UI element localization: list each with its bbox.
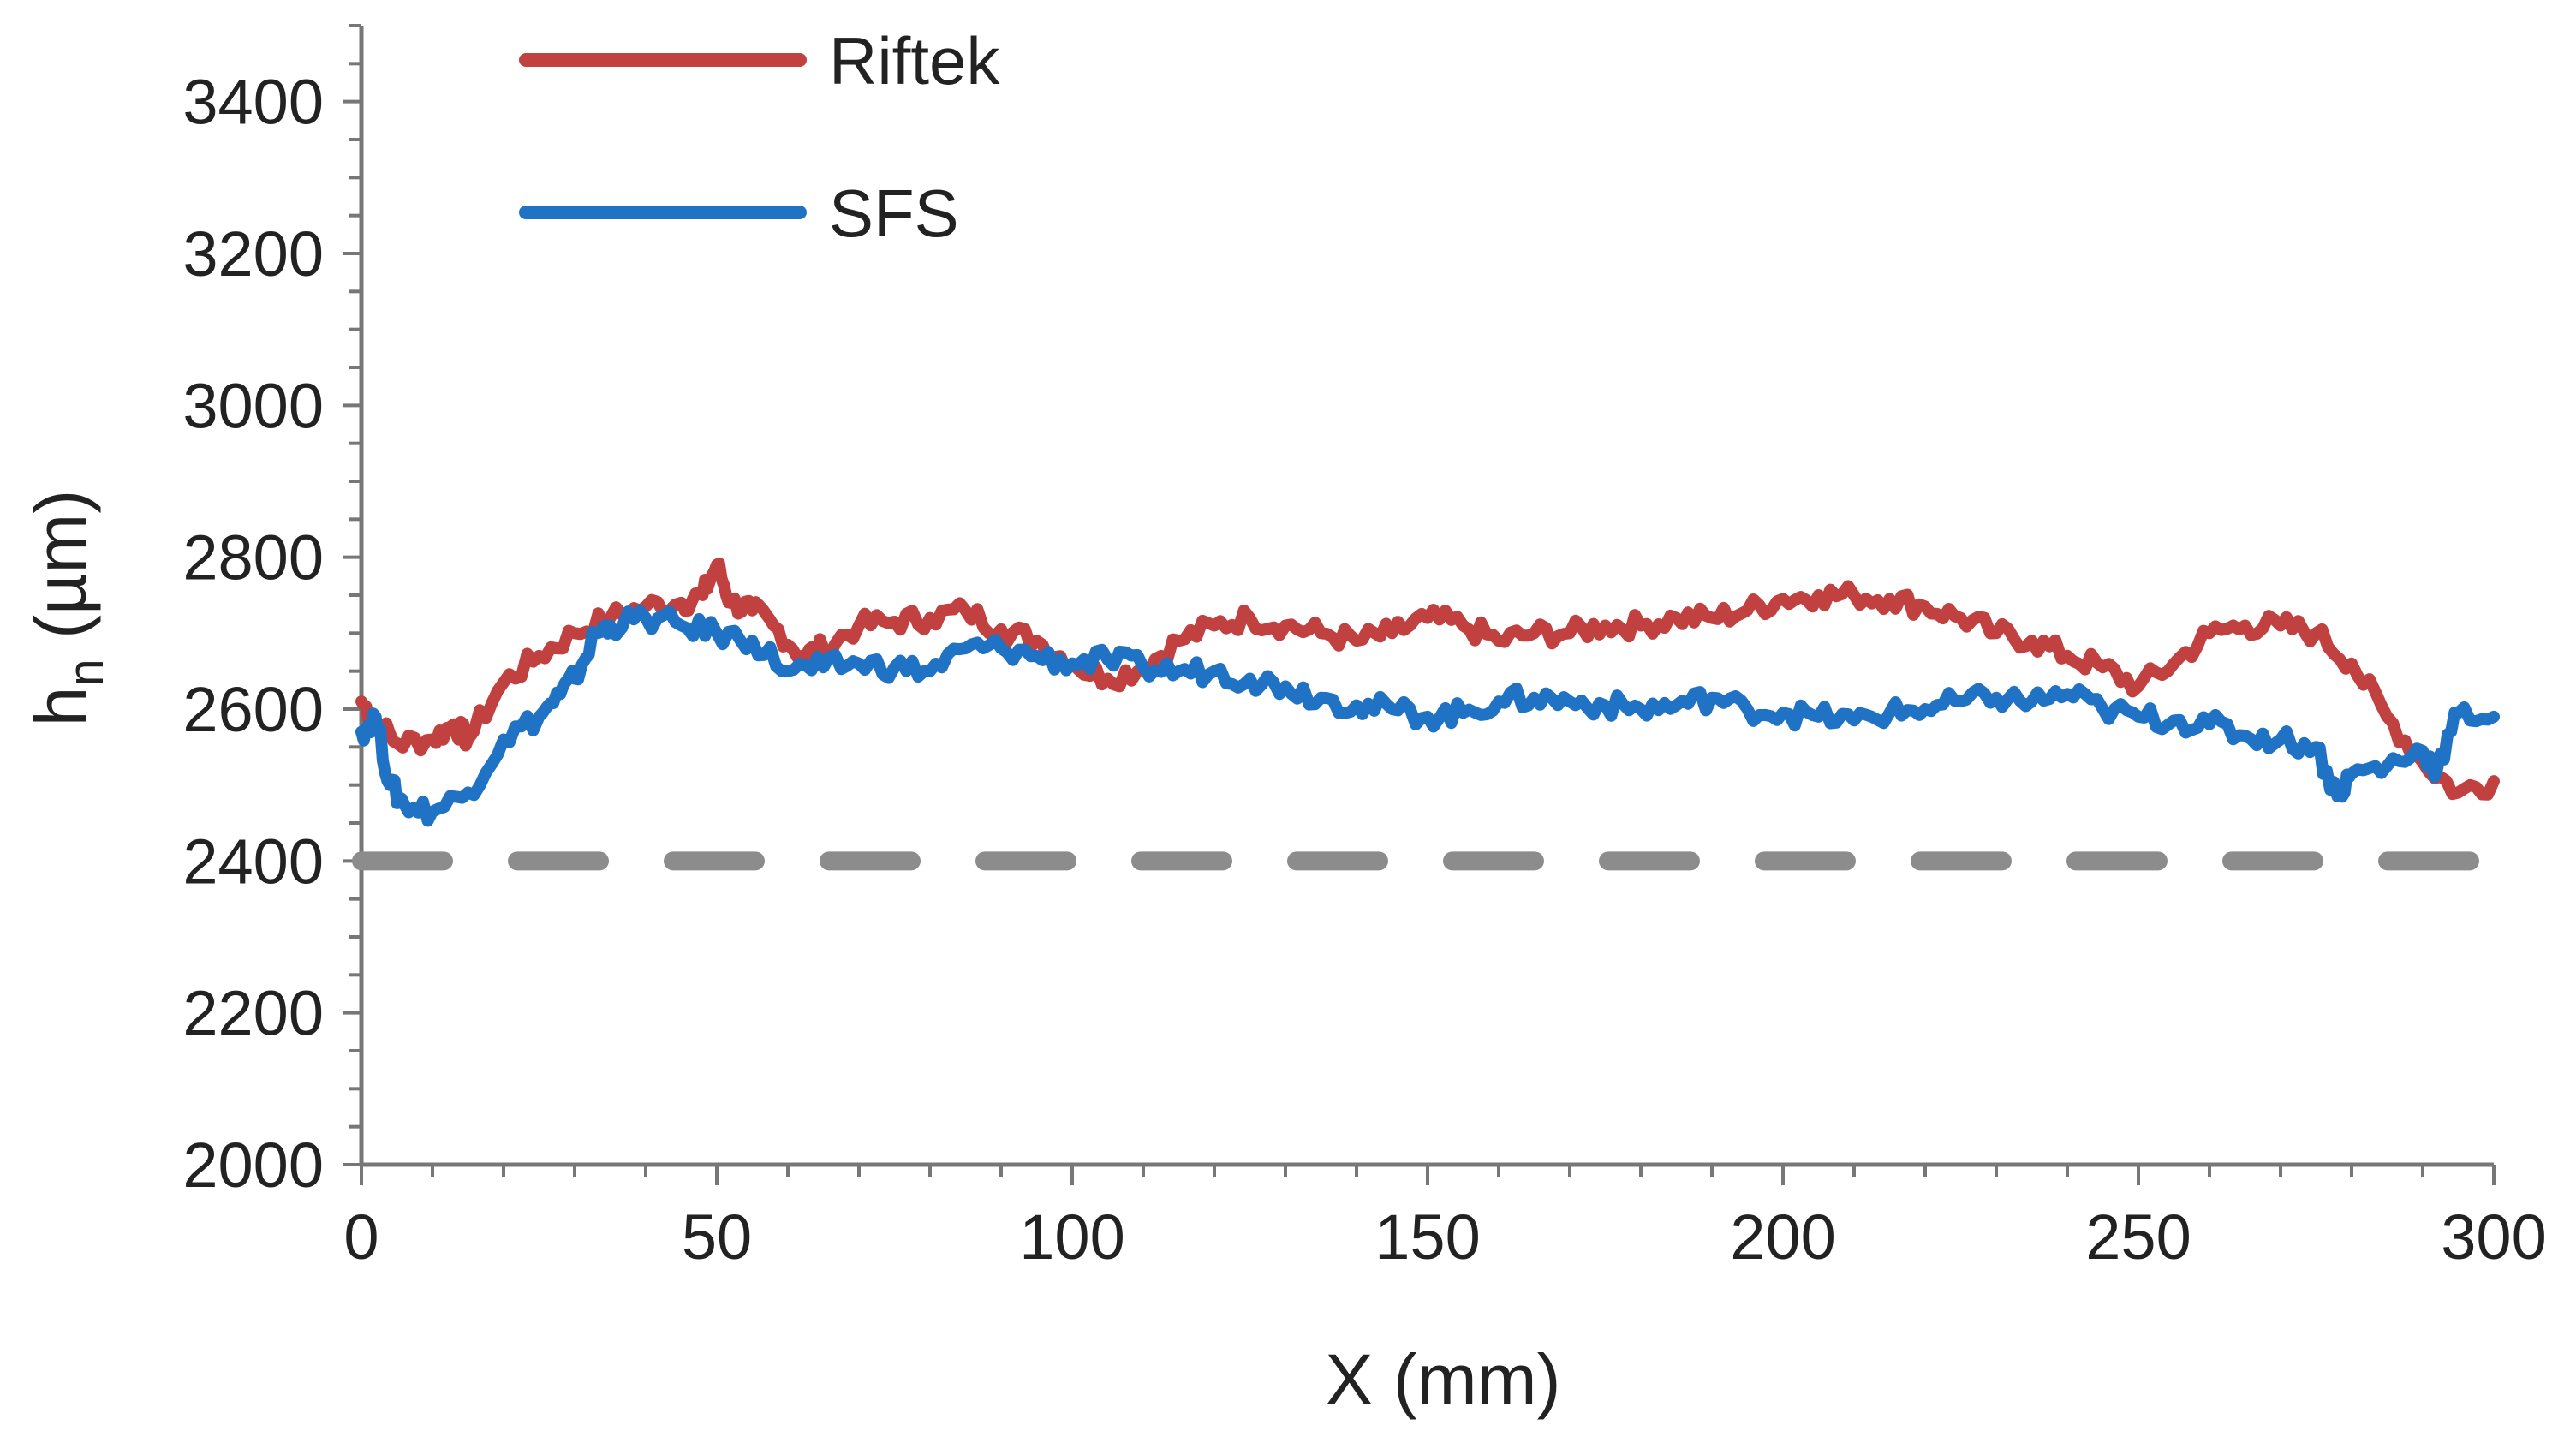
y-tick-label: 3200 (182, 218, 324, 289)
x-tick-label: 50 (682, 1202, 752, 1273)
series-line-riftek (355, 557, 2500, 801)
x-tick-label: 100 (1019, 1202, 1124, 1273)
x-axis-title: X (mm) (1325, 1339, 1560, 1420)
series-line-sfs (355, 605, 2500, 827)
x-tick-label: 0 (343, 1202, 379, 1273)
y-tick-label: 2200 (182, 978, 324, 1049)
y-tick-label: 2400 (182, 826, 324, 897)
legend-label-riftek: Riftek (829, 23, 1000, 98)
x-tick-label: 300 (2441, 1202, 2546, 1273)
x-tick-label: 200 (1730, 1202, 1835, 1273)
series-layer (355, 557, 2500, 827)
x-tick-label: 150 (1374, 1202, 1480, 1273)
y-axis-title-main: h (21, 687, 101, 727)
y-tick-label: 2600 (182, 674, 324, 745)
legend-label-sfs: SFS (829, 176, 959, 251)
y-axis-title-sub: n (58, 659, 114, 686)
axis-layer: 2000 2200 2400 2600 2800 3000 3200 3400 0 50 100 15… (182, 24, 2547, 1273)
y-tick-label: 2800 (182, 522, 324, 593)
y-tick-label: 3400 (182, 67, 324, 138)
y-tick-label: 3000 (182, 370, 324, 441)
legend: Riftek SFS (519, 23, 1000, 251)
y-tick-label: 2000 (182, 1130, 324, 1201)
y-axis-title-unit: (µm) (21, 490, 101, 659)
y-axis-title: hn (µm) (21, 490, 114, 727)
x-tick-label: 250 (2085, 1202, 2191, 1273)
